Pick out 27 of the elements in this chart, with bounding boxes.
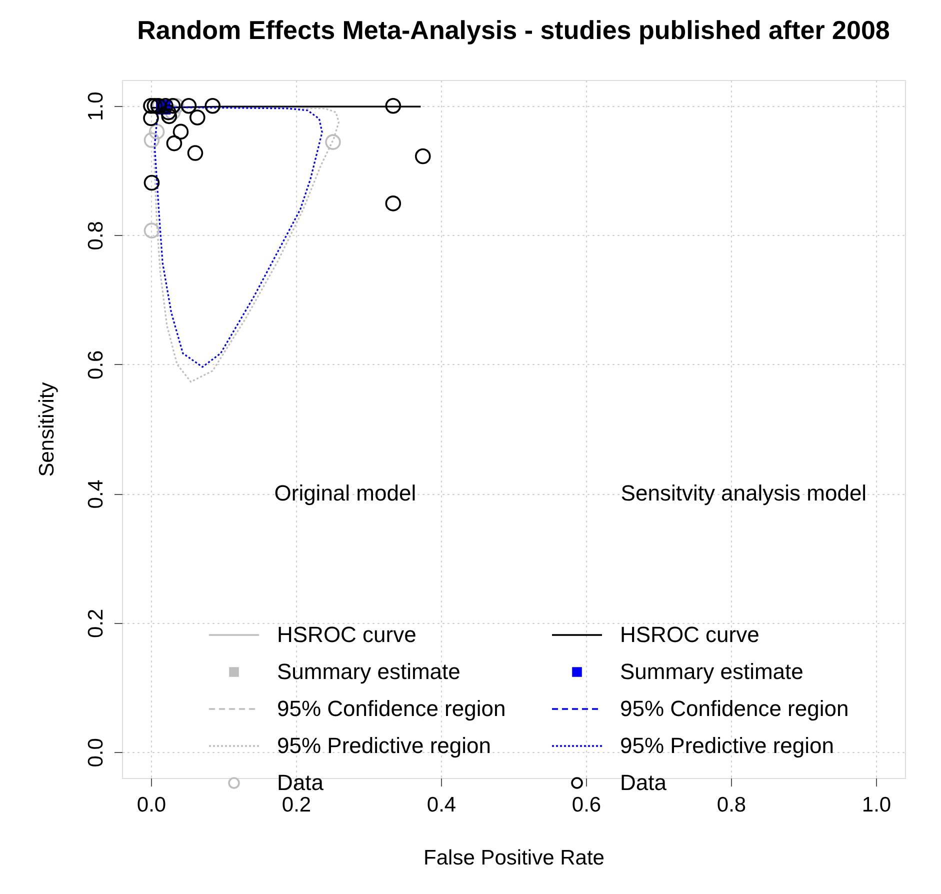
x-axis-title: False Positive Rate [424, 846, 604, 870]
legend-label: Summary estimate [620, 659, 804, 684]
legend-label: HSROC curve [277, 622, 416, 647]
legend-label: 95% Confidence region [277, 696, 506, 721]
legend-label: Data [620, 770, 668, 795]
y-tick-label: 0.4 [84, 479, 108, 509]
legend-label: Summary estimate [277, 659, 460, 684]
legend-label: 95% Predictive region [277, 733, 492, 758]
y-tick-label: 1.0 [84, 92, 108, 121]
x-tick-label: 0.4 [426, 794, 456, 816]
x-tick-label: 0.6 [572, 794, 602, 816]
legend-label: 95% Confidence region [620, 696, 849, 721]
y-tick-label: 0.2 [84, 608, 108, 638]
y-tick-label: 0.0 [84, 738, 108, 768]
annotation: Sensitvity analysis model [620, 480, 867, 506]
x-tick-label: 0.8 [716, 794, 746, 816]
y-tick-label: 0.6 [84, 350, 108, 380]
y-tick-label: 0.8 [84, 221, 108, 250]
legend-label: 95% Predictive region [620, 733, 834, 758]
x-tick-label: 1.0 [862, 794, 892, 816]
y-axis-title: Sensitivity [36, 382, 58, 477]
legend-label: HSROC curve [620, 622, 760, 647]
x-tick-label: 0.2 [282, 794, 312, 816]
x-tick-label: 0.0 [136, 794, 166, 816]
chart-title: Random Effects Meta-Analysis - studies published after 2008 [137, 15, 890, 45]
legend-label: Data [277, 770, 324, 795]
annotation: Original model [274, 480, 416, 506]
